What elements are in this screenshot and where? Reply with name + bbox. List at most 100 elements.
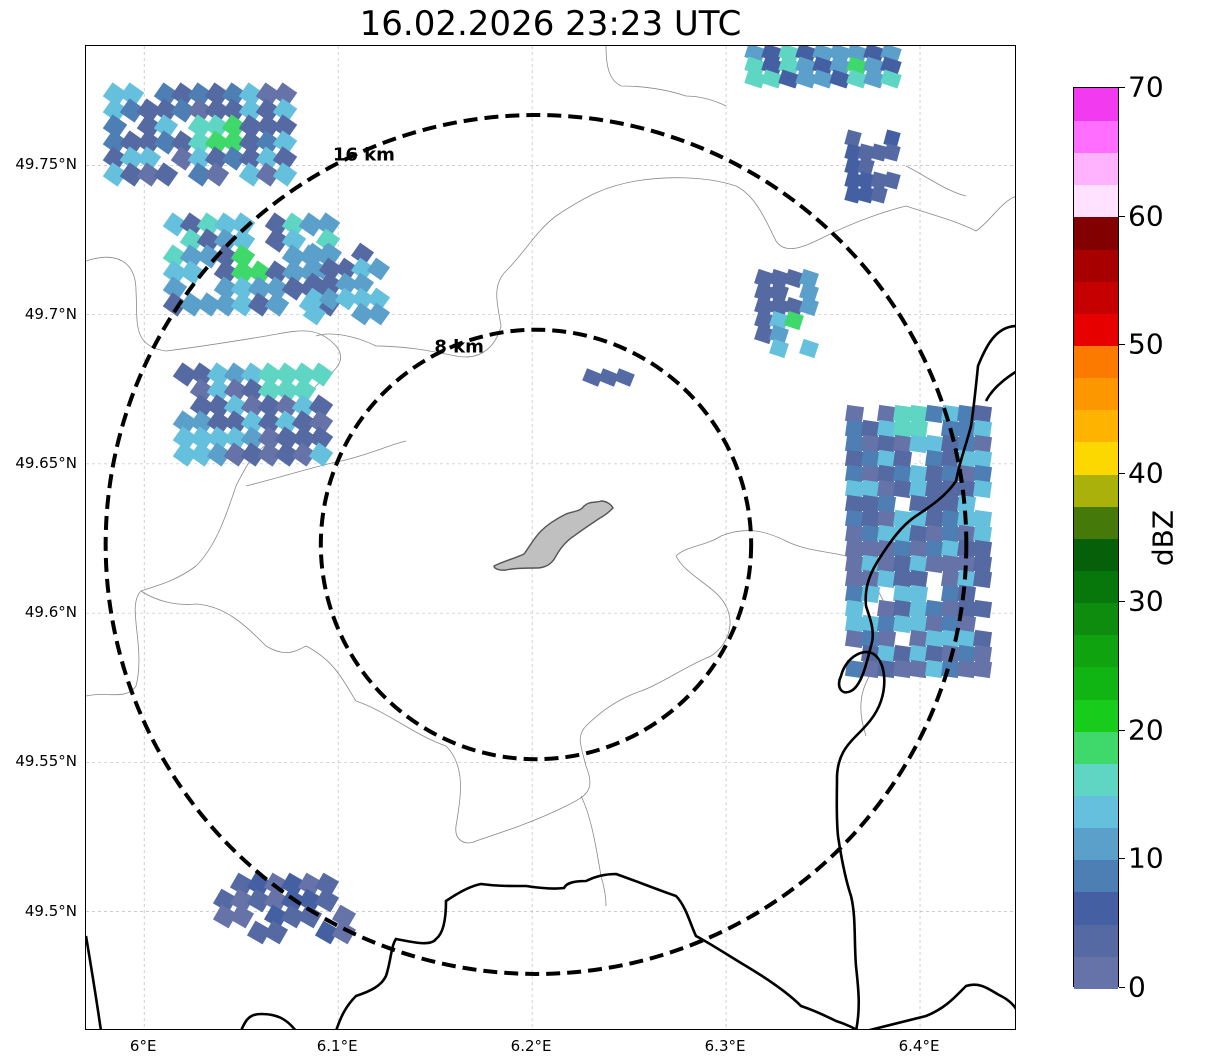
echo-cell <box>940 539 961 559</box>
echo-cell <box>876 644 897 664</box>
echo-cell <box>206 442 232 467</box>
colorbar-segment <box>1074 538 1118 571</box>
echo-cell <box>179 244 205 269</box>
echo-cell <box>598 368 619 387</box>
echo-cell <box>153 130 179 155</box>
echo-cell <box>972 404 993 424</box>
colorbar-segment <box>1074 216 1118 250</box>
echo-cell <box>972 644 993 664</box>
colorbar-segment <box>1074 184 1118 218</box>
colorbar-tick <box>1119 472 1125 474</box>
echo-cell <box>582 368 603 387</box>
echo-cell <box>264 292 290 317</box>
colorbar-title: dBZ <box>1146 509 1180 567</box>
echo-cell <box>908 584 929 604</box>
echo-cell <box>829 69 851 89</box>
echo-cell <box>972 449 993 469</box>
range-ring-label: 8 km <box>434 337 484 358</box>
echo-cell <box>908 659 929 679</box>
colorbar-segment <box>1074 441 1118 475</box>
echo-cell <box>844 419 865 439</box>
echo-cell <box>302 257 327 281</box>
echo-cell <box>187 146 213 171</box>
echo-cell <box>274 394 300 419</box>
echo-cell <box>179 228 205 253</box>
echo-cell <box>908 419 929 439</box>
echo-cell <box>119 130 145 155</box>
echo-cell <box>892 599 913 619</box>
echo-cell <box>892 419 913 439</box>
echo-cell <box>844 449 865 469</box>
echo-cell <box>795 69 817 89</box>
echo-cell <box>860 494 881 514</box>
colorbar-tick-label: 20 <box>1128 713 1164 747</box>
echo-cell <box>844 629 865 649</box>
echo-cell <box>860 644 881 664</box>
echo-cell <box>844 434 865 454</box>
echo-cell <box>844 539 865 559</box>
echo-cell <box>860 554 881 574</box>
echo-cell <box>187 130 213 155</box>
range-ring <box>103 112 969 976</box>
lat-tick-label: 49.7°N <box>24 304 77 323</box>
echo-cell <box>102 98 128 123</box>
echo-cell <box>255 162 281 187</box>
echo-cell <box>257 442 283 467</box>
echo-cell <box>972 464 993 484</box>
echo-cell <box>331 904 357 929</box>
echo-cell <box>844 157 862 176</box>
echo-cell <box>189 410 215 435</box>
echo-cell <box>799 338 819 359</box>
country-border <box>240 1012 297 1029</box>
lon-tick-label: 6.1°E <box>316 1037 358 1055</box>
echo-cell <box>366 257 391 281</box>
country-border <box>335 872 858 1029</box>
echo-cell <box>761 69 783 89</box>
echo-cell <box>940 494 961 514</box>
echo-cell <box>196 212 222 237</box>
echo-cell <box>240 362 266 387</box>
echo-cell <box>924 404 945 424</box>
echo-cell <box>908 614 929 634</box>
colorbar-tick <box>1119 87 1125 88</box>
echo-cell <box>860 419 881 439</box>
echo-cell <box>883 143 901 162</box>
lon-tick-label: 6°E <box>129 1037 157 1055</box>
echo-cell <box>257 362 283 387</box>
echo-cell <box>331 920 357 945</box>
echo-cell <box>844 554 865 574</box>
admin-boundary <box>580 795 607 907</box>
echo-cell <box>308 442 334 467</box>
echo-cell <box>956 644 977 664</box>
echo-cell <box>892 464 913 484</box>
echo-cell <box>956 494 977 514</box>
echo-cell <box>162 244 188 269</box>
echo-cell <box>956 659 977 679</box>
echo-cell <box>308 426 334 451</box>
echo-cell <box>102 82 128 107</box>
echo-cell <box>892 434 913 454</box>
colorbar-segment <box>1074 763 1118 796</box>
colorbar-segment <box>1074 827 1118 861</box>
echo-cell <box>204 162 230 187</box>
echo-cell <box>924 539 945 559</box>
echo-cell <box>844 509 865 529</box>
echo-cell <box>972 659 993 679</box>
echo-cell <box>350 287 375 311</box>
radar-map[interactable]: 8 km 16 km <box>85 45 1016 1030</box>
echo-cell <box>255 82 281 107</box>
echo-cell <box>297 872 323 897</box>
echo-cell <box>778 69 800 89</box>
echo-cell <box>844 171 862 190</box>
colorbar-segment <box>1074 891 1118 925</box>
echo-cell <box>204 114 230 139</box>
echo-cell <box>318 242 343 266</box>
lat-tick-label: 49.6°N <box>24 603 77 622</box>
echo-cell <box>892 584 913 604</box>
colorbar-segment <box>1074 409 1118 443</box>
echo-cell <box>908 494 929 514</box>
echo-cell <box>153 114 179 139</box>
echo-cell <box>291 394 317 419</box>
colorbar-segment <box>1074 248 1118 282</box>
echo-cell <box>860 539 881 559</box>
